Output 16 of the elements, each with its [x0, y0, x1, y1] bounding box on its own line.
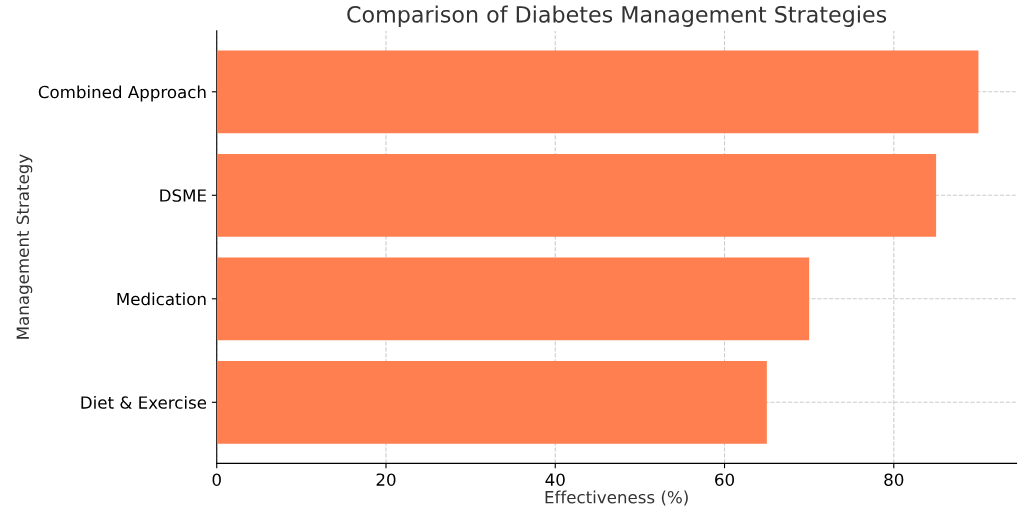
x-tick-label: 0 [212, 473, 221, 486]
y-axis-title: Management Strategy [16, 154, 33, 339]
x-tick-label: 60 [715, 473, 735, 486]
y-tick-label: Combined Approach [38, 85, 206, 102]
bar [216, 257, 810, 341]
y-tick-label: Diet & Exercise [81, 395, 207, 409]
chart-title: Comparison of Diabetes Management Strategies [347, 5, 887, 28]
x-tick-label: 80 [884, 473, 904, 486]
bar [216, 153, 937, 237]
x-axis-title: Effectiveness (%) [545, 490, 688, 506]
bar [216, 50, 979, 134]
bar [216, 360, 767, 444]
y-tick-label: Medication [117, 292, 206, 306]
x-tick-label: 20 [376, 473, 396, 486]
y-tick-label: DSME [160, 189, 206, 202]
x-tick-label: 40 [545, 473, 565, 486]
